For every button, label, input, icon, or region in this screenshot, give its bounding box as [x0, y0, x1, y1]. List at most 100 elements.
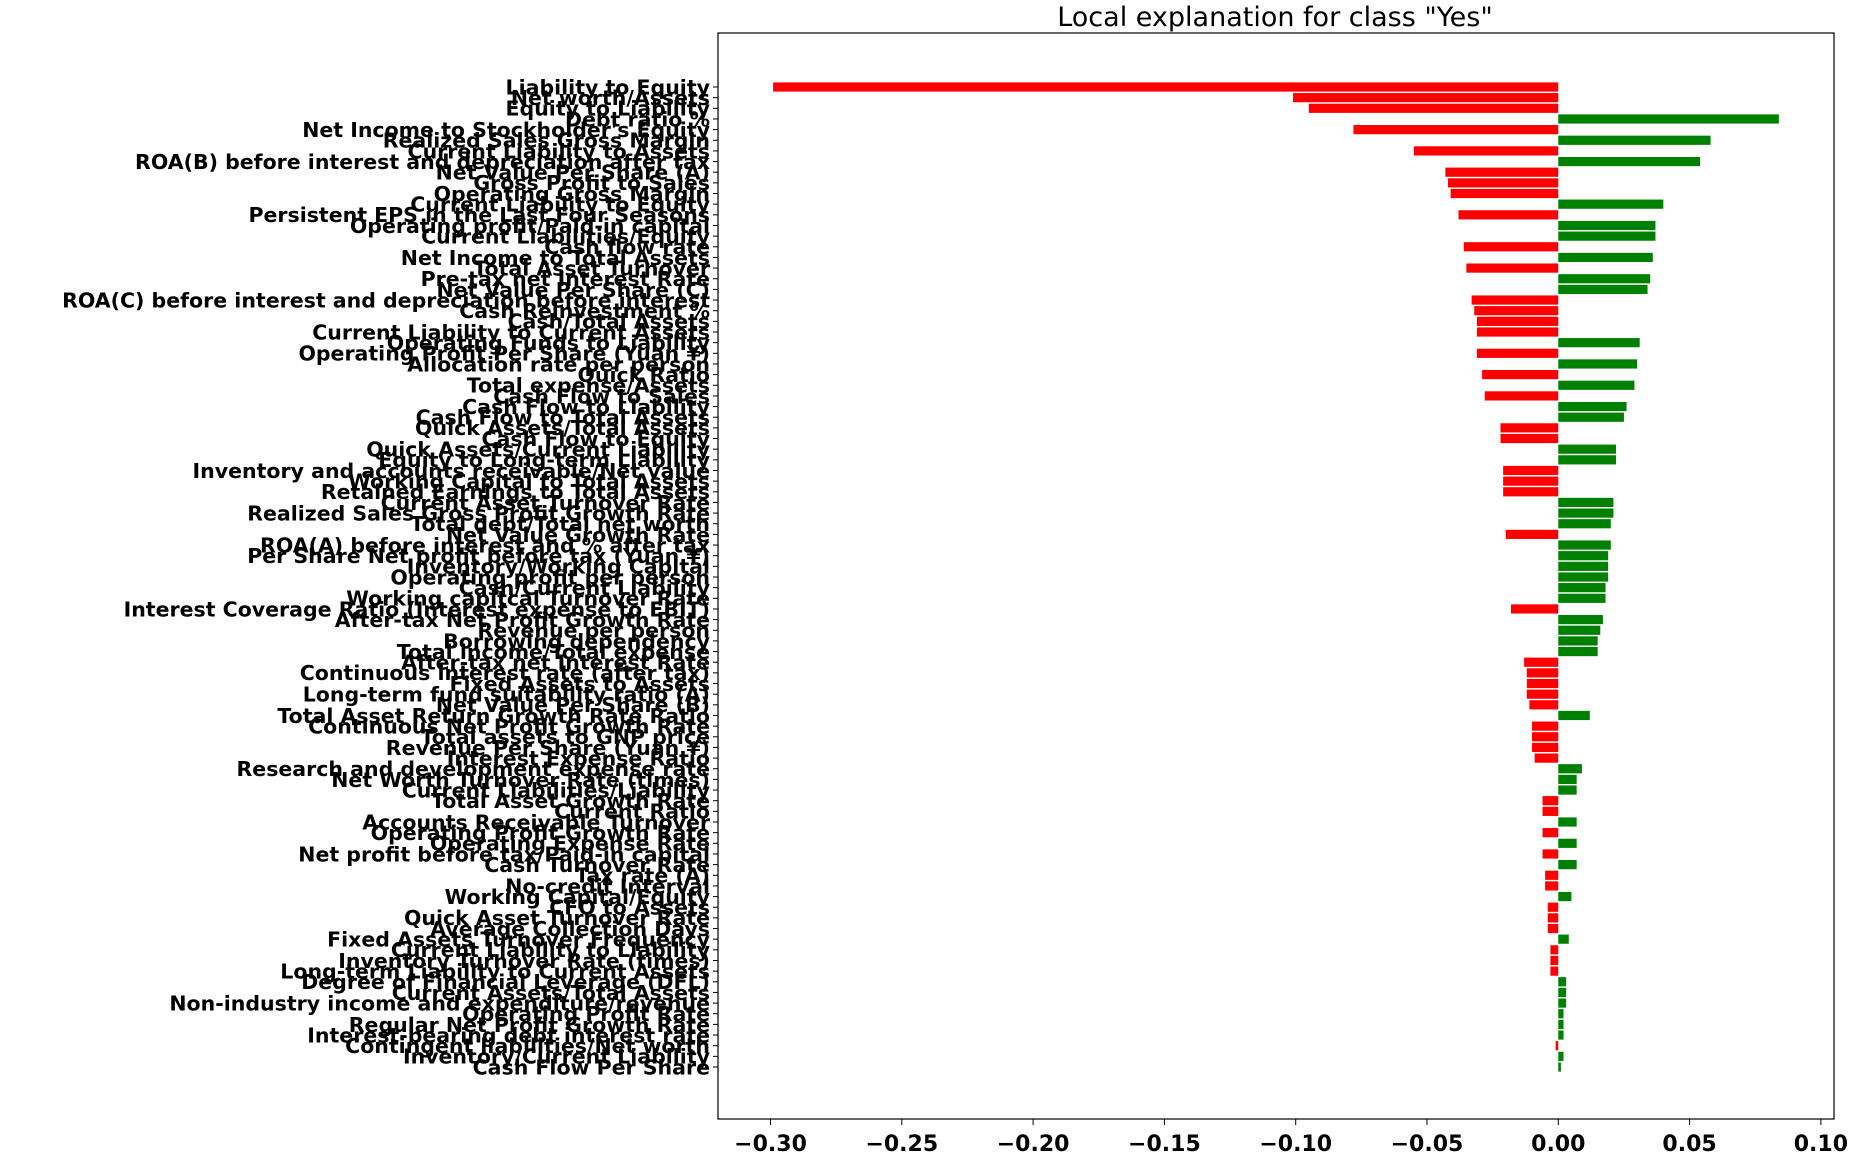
y-tick-label: Persistent EPS in the Last Four Seasons: [248, 203, 710, 227]
y-tick-label: Cash Flow to Total Assets: [416, 406, 710, 430]
y-tick-label: After-tax Net Profit Growth Rate: [335, 608, 710, 632]
bar-34: [1558, 444, 1617, 454]
y-tick-label: Cash/Current Liability: [459, 576, 710, 600]
bar-52: [1558, 636, 1598, 646]
bar-73: [1558, 860, 1577, 870]
bar-8: [1445, 167, 1559, 177]
y-tick-label: Allocation rate per person: [407, 352, 710, 376]
bar-54: [1524, 657, 1559, 667]
y-tick-label: Current Assets/Total Assets: [392, 981, 710, 1005]
y-tick-label: ROA(C) before interest and depreciation …: [62, 288, 710, 312]
x-tick-label: −0.20: [997, 1132, 1070, 1154]
bar-62: [1532, 742, 1559, 753]
x-tick-label: −0.05: [1391, 1132, 1464, 1154]
bar-13: [1558, 220, 1656, 231]
bar-1: [1293, 93, 1559, 103]
y-tick-label: ROA(A) before interest and % after tax: [260, 533, 710, 557]
y-tick-label: Working Capital/Equity: [445, 885, 710, 909]
y-tick-label: Equity to Long-term Liability: [378, 448, 710, 472]
bar-88: [1558, 1019, 1564, 1029]
y-tick-label: Current Liability to Equity: [410, 193, 710, 217]
y-tick-label: Total expense/Assets: [467, 374, 710, 398]
x-tick-label: −0.25: [865, 1132, 938, 1154]
y-tick-label: Inventory Turnover Rate (times): [338, 949, 710, 973]
y-tick-label: Net Income to Total Assets: [401, 246, 710, 270]
bar-22: [1476, 316, 1559, 326]
bar-21: [1474, 306, 1559, 316]
bar-10: [1450, 188, 1559, 199]
bar-79: [1547, 923, 1559, 934]
y-tick-label: Fixed Assets to Assets: [450, 672, 710, 696]
bar-32: [1500, 423, 1559, 433]
y-tick-label: Cash flow rate: [544, 235, 710, 259]
bar-80: [1558, 934, 1569, 944]
bar-63: [1534, 753, 1559, 763]
bar-14: [1558, 231, 1656, 241]
bar-86: [1558, 998, 1567, 1008]
y-tick-label: Accounts Receivable Turnover: [362, 810, 711, 834]
y-tick-label: Operating Gross Margin: [434, 182, 710, 206]
bar-2: [1308, 103, 1559, 113]
bar-48: [1558, 593, 1606, 603]
bar-83: [1550, 966, 1559, 976]
y-tick-label: Total assets to GNP price: [421, 725, 710, 749]
y-tick-label: Tax rate (A): [575, 864, 710, 888]
y-tick-label: Net Value Growth Rate: [446, 523, 710, 547]
x-tick-label: −0.15: [1128, 1132, 1201, 1154]
bar-68: [1542, 806, 1559, 816]
y-tick-label: Gross Profit to Sales: [473, 171, 710, 195]
y-tick-label: Current Liability to Liability: [391, 938, 710, 962]
y-tick-label: Cash Flow Per Share: [473, 1055, 710, 1079]
y-tick-label: Research and development expense rate: [237, 757, 710, 781]
y-tick-label: Quick Assets/Total Assets: [415, 416, 710, 440]
bar-47: [1558, 583, 1606, 593]
bar-70: [1542, 828, 1559, 838]
bar-65: [1558, 774, 1577, 784]
bar-9: [1447, 178, 1559, 188]
y-tick-label: Realized Sales Gross Profit Growth Rate: [247, 501, 710, 525]
bar-31: [1558, 412, 1624, 422]
bar-60: [1532, 721, 1559, 731]
bar-28: [1558, 380, 1635, 390]
y-tick-label: Cash Flow to Sales: [493, 384, 710, 408]
bar-7: [1558, 156, 1701, 167]
bar-37: [1503, 476, 1559, 486]
y-tick-label: Total Asset Return Growth Rate Ratio: [277, 704, 710, 728]
y-tick-label: Current Ratio: [554, 800, 710, 824]
bar-51: [1558, 625, 1601, 635]
bar-84: [1558, 977, 1567, 987]
bar-92: [1558, 1062, 1561, 1072]
x-tick-label: 0.10: [1794, 1132, 1848, 1154]
y-tick-label: Quick Ratio: [578, 363, 711, 387]
y-tick-label: ROA(B) before interest and depreciation …: [135, 150, 710, 174]
y-tick-label: Current Liabilities/Liability: [402, 778, 710, 802]
y-tick-label: Net profit before tax/Paid-in capital: [298, 842, 710, 866]
bar-24: [1558, 338, 1640, 348]
y-tick-label: Operating profit per person: [390, 565, 710, 589]
x-axis: −0.30 −0.25 −0.20 −0.15 −0.10 −0.05 0.00 0.05 0.…: [734, 1119, 1848, 1157]
bar-36: [1503, 465, 1559, 476]
bar-45: [1558, 561, 1609, 571]
y-tick-label: Current Asset Turnover Rate: [381, 491, 710, 515]
bar-71: [1558, 838, 1577, 848]
bar-58: [1529, 700, 1559, 710]
bar-46: [1558, 572, 1609, 582]
bar-25: [1476, 348, 1559, 358]
y-tick-label: Degree of Financial Leverage (DFL): [301, 970, 710, 994]
y-tick-label: Current Liability to Current Assets: [312, 320, 710, 344]
y-tick-label: Debt ratio %: [565, 107, 710, 131]
bar-56: [1526, 678, 1559, 689]
y-tick-label: Average Collection Days: [430, 917, 710, 941]
bar-91: [1558, 1051, 1564, 1061]
bar-29: [1484, 391, 1559, 401]
bar-18: [1558, 274, 1651, 284]
y-tick-label: Cash Flow to Equity: [482, 427, 710, 451]
y-tick-label: Interest-bearing debt interest rate: [307, 1023, 710, 1047]
y-tick-label: Operating Profit Rate: [462, 1002, 710, 1026]
y-tick-label: Interest Coverage Ratio (Interest expens…: [124, 597, 710, 621]
y-tick-label: Inventory and accounts receivable/Net va…: [193, 459, 710, 483]
bar-55: [1526, 668, 1559, 678]
y-tick-label: Interest Expense Ratio: [447, 746, 710, 770]
y-tick-label: Non-industry income and expenditure/reve…: [169, 991, 710, 1015]
y-tick-label: No-credit Interval: [505, 874, 710, 898]
